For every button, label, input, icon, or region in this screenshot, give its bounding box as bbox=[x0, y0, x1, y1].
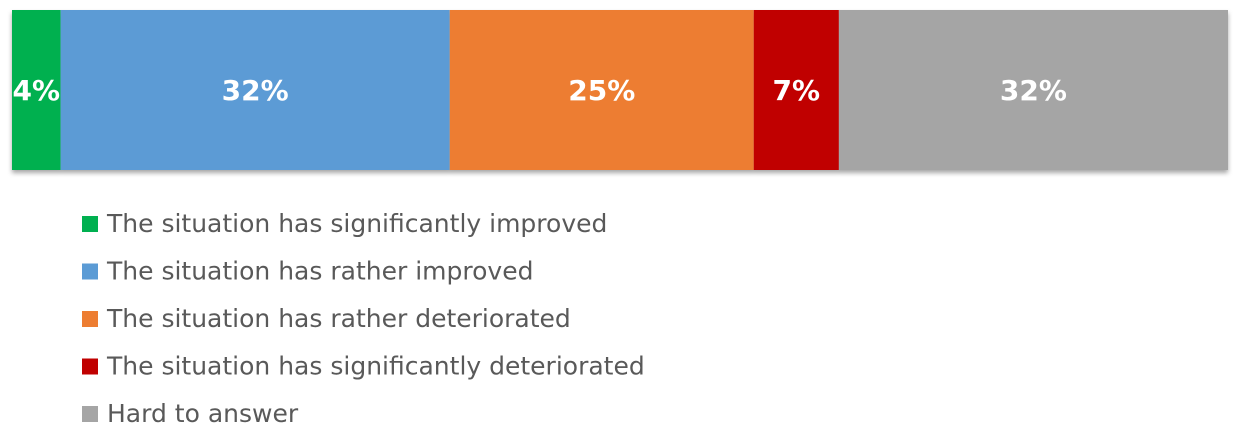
legend-label: The situation has rather deteriorated bbox=[106, 304, 571, 333]
bar-segment bbox=[838, 10, 1228, 170]
data-label: 7% bbox=[773, 74, 821, 107]
legend-swatch bbox=[82, 406, 98, 422]
bar-segment bbox=[753, 10, 839, 170]
legend-swatch bbox=[82, 263, 98, 280]
bar-segment bbox=[449, 10, 754, 170]
legend-label: The situation has rather improved bbox=[106, 257, 533, 286]
legend-label: Hard to answer bbox=[107, 399, 299, 428]
data-label: 32% bbox=[1000, 74, 1067, 107]
bar-group bbox=[12, 10, 1228, 170]
legend-swatch bbox=[82, 311, 98, 327]
data-label: 4% bbox=[13, 74, 61, 107]
bar-segment bbox=[12, 10, 61, 170]
legend-label: The situation has significantly improved bbox=[106, 209, 607, 238]
label-group: 4% 32% 25% 7% 32% bbox=[13, 74, 1067, 107]
legend-swatch bbox=[82, 358, 98, 375]
legend-swatch bbox=[82, 216, 98, 232]
data-label: 32% bbox=[222, 74, 289, 107]
bar-segment bbox=[60, 10, 450, 170]
legend: The situation has significantly improved… bbox=[82, 209, 645, 428]
legend-label: The situation has significantly deterior… bbox=[106, 352, 645, 381]
data-label: 25% bbox=[568, 74, 635, 107]
